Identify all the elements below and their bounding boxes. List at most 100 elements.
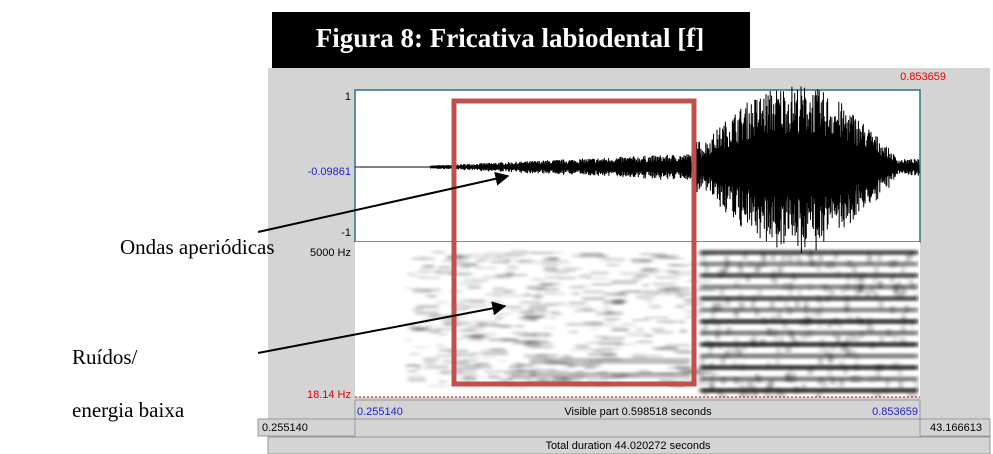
spec-streak [502,305,523,309]
spec-streak [500,378,513,382]
spec-streak [652,327,665,332]
spec-streak [654,330,674,335]
spec-streak [826,261,830,270]
spec-streak [788,306,792,315]
spec-streak [777,310,781,319]
spec-streak [436,300,448,304]
spec-streak [518,370,540,375]
spec-streak [704,320,708,329]
spec-streak [676,291,696,297]
spec-streak [407,369,417,373]
spec-streak [704,389,708,397]
spec-streak [488,338,509,342]
spec-streak [866,289,870,298]
annotation: Ondas aperiódicas [120,235,275,259]
spec-streak [716,302,720,311]
spec-streak [676,269,697,273]
spec-streak [500,337,519,342]
spec-streak [571,364,586,367]
spec-streak [643,316,669,319]
spec-streak [762,252,766,261]
spec-streak [890,274,894,283]
spec-streak [819,320,823,329]
spec-streak [648,354,663,358]
spec-streak [439,333,448,336]
spec-streak [580,252,604,258]
spec-streak [452,304,465,307]
spec-streak [799,318,803,327]
spec-streak [690,262,708,266]
spec-streak [767,361,771,370]
spec-streak [884,387,888,396]
spec-streak [684,315,691,319]
spec-streak [568,301,587,305]
spec-streak [804,304,808,313]
spec-streak [886,378,890,387]
spec-streak [570,348,589,351]
spec-streak [893,334,897,343]
spec-streak [847,273,851,282]
spec-streak [658,286,679,291]
spec-streak [726,297,730,306]
spec-streak [676,351,696,355]
spec-streak [730,348,734,357]
spec-streak [429,328,441,334]
spec-streak [846,283,850,292]
spec-streak [543,266,558,271]
spec-streak [476,258,486,263]
spec-streak [805,311,809,320]
spec-streak [746,381,750,390]
spec-streak [693,372,719,376]
spec-streak [514,340,531,345]
spec-streak [720,287,724,296]
spec-streak [830,290,834,299]
freq-min: 18.14 Hz [307,389,351,401]
spec-streak [783,322,787,331]
spec-streak [412,288,432,294]
spec-streak [439,380,447,383]
spec-streak [587,378,608,383]
spec-streak [841,285,845,294]
spec-streak [711,311,715,320]
spec-streak [486,373,499,378]
right-box [919,418,991,437]
spec-streak [510,373,536,377]
spec-streak [512,331,527,336]
spec-streak [548,311,555,315]
spec-streak [819,356,823,365]
spec-streak [892,283,896,292]
spec-streak [700,376,918,382]
spec-streak [601,257,626,262]
spec-streak [818,308,822,317]
spec-streak [423,287,441,292]
spec-streak [769,328,773,337]
spec-streak [452,307,467,311]
cursor-time: 0.853659 [900,71,946,83]
spec-streak [809,258,813,267]
spec-streak [700,372,704,381]
spec-streak [520,310,535,315]
spec-streak [719,302,723,311]
spec-streak [741,302,745,311]
spec-streak [587,277,609,280]
spec-streak [535,259,554,265]
spec-streak [781,390,785,397]
spec-streak [441,318,461,323]
spec-streak [566,322,585,327]
spec-streak [808,282,812,291]
spec-streak [544,256,558,262]
spec-streak [818,376,822,385]
spec-streak [469,324,483,328]
spec-streak [838,320,842,329]
spec-streak [738,261,742,270]
spec-streak [422,357,439,362]
spec-streak [717,321,721,330]
spec-streak [831,260,835,269]
spec-streak [845,295,849,304]
spec-streak [407,378,427,383]
spec-streak [846,333,850,342]
arrow [257,171,510,233]
spec-streak [489,300,502,306]
spec-streak [436,270,456,275]
spec-streak [749,380,753,389]
